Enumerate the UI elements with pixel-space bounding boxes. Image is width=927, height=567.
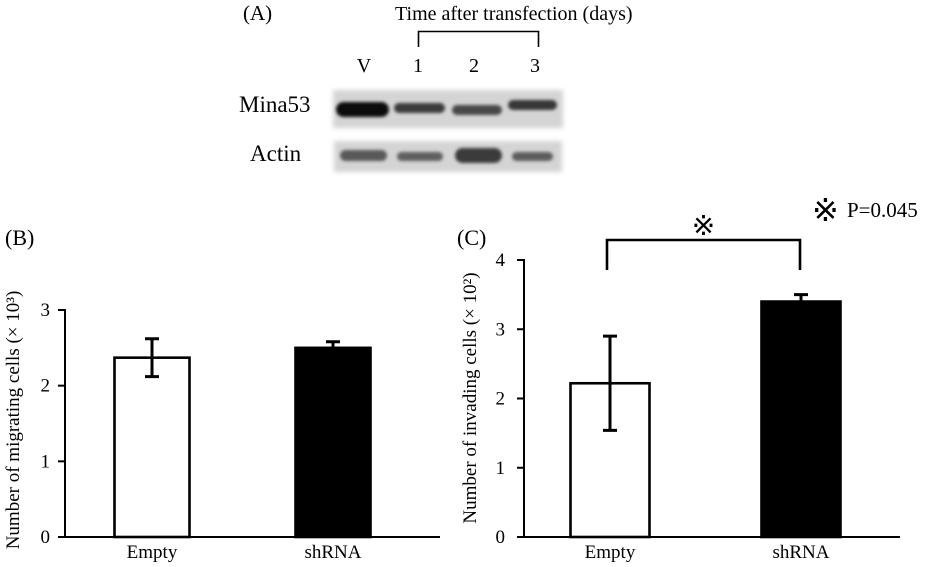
row-label-mina53: Mina53 [239, 92, 311, 117]
significance-bracket [605, 238, 802, 270]
blot-band [508, 100, 557, 110]
panel-b-label: (B) [5, 225, 34, 250]
y-tick-label: 1 [496, 458, 506, 479]
lane-label: 3 [530, 55, 540, 77]
y-tick-label: 3 [41, 300, 51, 321]
time-after-transfection-header: Time after transfection (days) [395, 3, 633, 25]
x-category-label: shRNA [304, 542, 361, 563]
blot-band [452, 105, 502, 115]
y-tick-label: 0 [41, 527, 51, 548]
y-tick-label: 3 [496, 319, 506, 340]
y-axis-label: Number of invading cells (× 10²) [460, 272, 481, 523]
y-tick-label: 1 [41, 451, 51, 472]
lane-label: V [357, 55, 372, 77]
blot-band [336, 102, 389, 117]
error-bar [145, 337, 159, 379]
blot-band [455, 148, 502, 163]
blot-band [397, 152, 443, 161]
panel-c-invasion-chart: (C) Number of invading cells (× 10²) Empt… [457, 191, 918, 563]
lane-label: 2 [469, 55, 479, 77]
error-bar [794, 293, 808, 310]
time-bracket [417, 30, 540, 47]
lane-label: 1 [413, 55, 423, 77]
p-value-symbol: ※ [812, 191, 839, 229]
bar-empty [113, 356, 191, 539]
y-tick-label: 4 [496, 250, 506, 271]
x-category-label: shRNA [772, 542, 829, 563]
error-bar [326, 340, 340, 356]
blot-image [333, 90, 563, 172]
row-label-actin: Actin [250, 141, 302, 166]
blot-band [512, 152, 553, 161]
x-category-label: Empty [127, 542, 178, 563]
significance-mark: ※ [692, 209, 715, 242]
panel-a-label: (A) [243, 1, 272, 25]
p-value-text: P=0.045 [847, 198, 918, 222]
panel-c-label: (C) [457, 225, 486, 250]
y-tick-label: 2 [41, 376, 51, 397]
blot-band [340, 150, 387, 161]
bar-shrna [294, 346, 372, 539]
panel-a-western-blot: (A) Time after transfection (days) Mina5… [239, 1, 633, 172]
y-axis-label: Number of migrating cells (× 10³) [3, 291, 24, 550]
panel-b-migration-chart: (B) Number of migrating cells (× 10³) Emp… [3, 225, 440, 563]
x-category-label: Empty [585, 542, 636, 563]
y-tick-label: 0 [496, 527, 506, 548]
blot-band [394, 103, 445, 113]
bar-shrna [760, 300, 842, 539]
y-tick-label: 2 [496, 389, 506, 410]
error-bar [603, 334, 617, 432]
